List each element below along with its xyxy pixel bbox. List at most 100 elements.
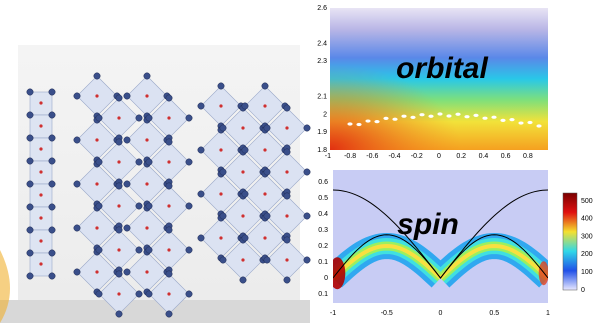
- dot: [410, 116, 415, 119]
- center-atom: [145, 270, 148, 273]
- x-tick-label: -0.8: [344, 153, 356, 160]
- center-atom: [167, 292, 170, 295]
- atom: [220, 125, 226, 131]
- atom: [264, 257, 270, 263]
- spin-label: spin: [397, 208, 459, 241]
- atom: [242, 147, 248, 153]
- atom: [116, 183, 122, 189]
- center-atom: [117, 204, 120, 207]
- atom: [186, 159, 192, 165]
- atom: [264, 125, 270, 131]
- dot: [455, 113, 460, 116]
- center-atom: [263, 104, 266, 107]
- atom: [74, 269, 80, 275]
- atom: [198, 103, 204, 109]
- center-atom: [117, 160, 120, 163]
- center-atom: [145, 138, 148, 141]
- atom: [124, 269, 130, 275]
- atom: [96, 159, 102, 165]
- footer-strip: [0, 300, 310, 323]
- y-tick-label: 2.6: [317, 5, 327, 12]
- atom: [49, 135, 55, 141]
- x-tick-label: -1: [330, 310, 336, 317]
- colorbar-tick-label: 100: [581, 269, 593, 276]
- atom: [74, 137, 80, 143]
- dot: [482, 117, 487, 120]
- atom: [94, 73, 100, 79]
- atom: [166, 271, 172, 277]
- atom: [264, 169, 270, 175]
- atom: [186, 291, 192, 297]
- y-tick-label: 0.3: [318, 227, 328, 234]
- center-atom: [39, 147, 42, 150]
- y-tick-label: 0.2: [318, 243, 328, 250]
- atom: [186, 247, 192, 253]
- orbital-label: orbital: [396, 52, 488, 85]
- dot: [464, 115, 469, 118]
- atom: [96, 203, 102, 209]
- atom: [116, 271, 122, 277]
- x-tick-label: 0: [439, 310, 443, 317]
- atom: [146, 247, 152, 253]
- dot: [347, 122, 352, 125]
- dot: [473, 114, 478, 117]
- colorbar-tick-label: 400: [581, 216, 593, 223]
- atom: [27, 204, 33, 210]
- atom: [304, 125, 310, 131]
- y-tick-label: 2.1: [317, 94, 327, 101]
- center-atom: [263, 192, 266, 195]
- dot: [392, 118, 397, 121]
- dot: [527, 121, 532, 124]
- dot: [401, 115, 406, 118]
- atom: [264, 213, 270, 219]
- center-atom: [263, 148, 266, 151]
- x-tick-label: -0.2: [411, 153, 423, 160]
- atom: [49, 250, 55, 256]
- atom: [96, 115, 102, 121]
- atom: [49, 204, 55, 210]
- atom: [284, 193, 290, 199]
- center-atom: [285, 170, 288, 173]
- colorbar-tick-label: 500: [581, 198, 593, 205]
- center-atom: [39, 239, 42, 242]
- atom: [116, 311, 122, 317]
- atom: [220, 213, 226, 219]
- x-tick-label: 0: [437, 153, 441, 160]
- atom: [124, 181, 130, 187]
- x-tick-label: 0.6: [501, 153, 511, 160]
- atom: [96, 291, 102, 297]
- atom: [136, 203, 142, 209]
- center-atom: [39, 170, 42, 173]
- atom: [136, 159, 142, 165]
- center-atom: [95, 94, 98, 97]
- dot: [500, 119, 505, 122]
- atom: [284, 149, 290, 155]
- x-tick-label: -0.4: [389, 153, 401, 160]
- dot: [419, 113, 424, 116]
- atom: [166, 311, 172, 317]
- atom: [304, 169, 310, 175]
- x-tick-label: 0.5: [489, 310, 499, 317]
- dot: [509, 118, 514, 121]
- colorbar-tick-label: 300: [581, 233, 593, 240]
- y-tick-label: 0.6: [318, 179, 328, 186]
- y-tick-label: 2.3: [317, 58, 327, 65]
- atom: [198, 235, 204, 241]
- atom: [146, 115, 152, 121]
- atom: [124, 225, 130, 231]
- center-atom: [219, 192, 222, 195]
- atom: [166, 183, 172, 189]
- atom: [186, 203, 192, 209]
- atom: [284, 277, 290, 283]
- dot: [536, 124, 541, 127]
- atom: [96, 247, 102, 253]
- y-tick-label: 0.1: [318, 259, 328, 266]
- atom: [186, 115, 192, 121]
- atom: [74, 225, 80, 231]
- atom: [240, 277, 246, 283]
- y-tick-label: 0.5: [318, 195, 328, 202]
- atom: [27, 250, 33, 256]
- slide: orbital -1-0.8-0.6-0.4-0.200.20.40.60.82…: [0, 0, 597, 323]
- atom: [198, 147, 204, 153]
- atom: [146, 159, 152, 165]
